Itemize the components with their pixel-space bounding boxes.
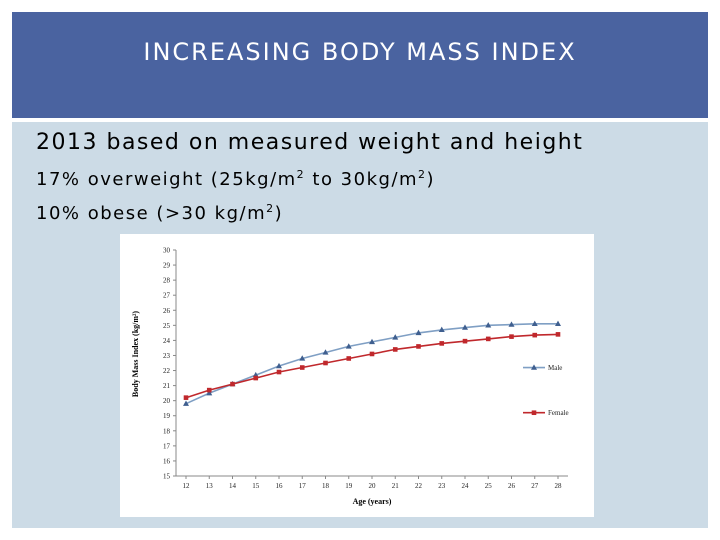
y-tick-label: 22: [163, 367, 171, 375]
y-tick-label: 29: [163, 262, 171, 270]
male-data-point: [322, 349, 329, 355]
x-tick-label: 16: [276, 482, 284, 490]
bullet-text: ): [426, 169, 436, 190]
male-data-point: [206, 389, 213, 396]
x-tick-label: 19: [345, 482, 353, 490]
female-data-point: [369, 351, 375, 357]
y-tick-label: 18: [163, 427, 171, 435]
x-tick-label: 25: [485, 482, 493, 490]
male-data-point: [183, 400, 189, 406]
x-tick-label: 12: [183, 482, 191, 490]
series-line-male: [185, 323, 558, 405]
x-tick-label: 13: [206, 482, 214, 490]
bullet-prefix: 10%: [36, 203, 81, 224]
y-tick-label: 25: [163, 322, 171, 330]
male-data-point: [485, 322, 492, 328]
female-data-point: [555, 332, 561, 337]
female-data-point: [253, 375, 259, 381]
male-data-point: [462, 324, 468, 330]
bmi-chart: 15 16 17 18 19 20 21 22 23 24 25 26 27 28 29 30 12 13 14 1…: [120, 234, 594, 517]
female-data-point: [183, 395, 189, 400]
female-data-point: [276, 369, 282, 375]
female-data-point: [299, 365, 305, 370]
male-data-point: [555, 320, 561, 327]
female-data-point: [323, 360, 328, 366]
superscript: 2: [296, 168, 306, 181]
male-data-point: [345, 343, 352, 349]
male-data-point: [438, 326, 445, 333]
x-tick-label: 15: [252, 482, 260, 490]
female-data-point: [230, 381, 235, 387]
bullet-prefix: 17%: [36, 169, 81, 190]
male-data-point: [531, 320, 538, 327]
y-tick-label: 20: [163, 397, 171, 405]
male-data-point: [508, 321, 515, 327]
y-tick-label: 15: [163, 473, 171, 481]
superscript: 2: [418, 168, 427, 181]
legend-label-male: Male: [548, 364, 562, 372]
y-tick-label: 16: [163, 457, 171, 465]
y-tick-label: 17: [163, 442, 171, 450]
male-data-point: [276, 362, 282, 369]
chart-svg: 15 16 17 18 19 20 21 22 23 24 25 26 27 28 29 30 12 13 14 1…: [131, 247, 569, 507]
y-tick-label: 19: [163, 412, 171, 420]
slide-subtitle: 2013 based on measured weight and height: [36, 130, 584, 155]
x-tick-label: 24: [462, 482, 470, 490]
bullet-text: to 30kg/m: [305, 169, 419, 190]
legend-label-female: Female: [548, 409, 569, 417]
y-tick-label: 28: [163, 277, 171, 285]
x-tick-label: 28: [555, 482, 563, 490]
x-tick-label: 21: [392, 482, 400, 490]
female-data-point: [439, 341, 445, 346]
female-data-point: [485, 336, 491, 342]
slide-title: INCREASING BODY MASS INDEX: [143, 38, 577, 66]
legend-marker: [531, 410, 537, 416]
y-tick-label: 27: [163, 292, 171, 300]
x-tick-label: 18: [322, 482, 330, 490]
bullet-text: ): [274, 203, 284, 224]
female-data-point: [416, 344, 421, 349]
y-axis-label: Body Mass Index (kg/m²): [131, 311, 140, 398]
male-data-point: [392, 334, 399, 340]
y-tick-label: 21: [163, 382, 171, 390]
y-tick-label: 30: [163, 247, 171, 255]
female-data-point: [346, 356, 352, 361]
x-tick-label: 14: [229, 482, 237, 490]
content-area: 2013 based on measured weight and height…: [12, 122, 708, 528]
female-data-point: [392, 347, 398, 352]
title-bar: INCREASING BODY MASS INDEX: [12, 12, 708, 118]
x-tick-label: 26: [508, 482, 516, 490]
male-data-point: [369, 338, 375, 345]
bullet-text: overweight (25kg/m: [80, 169, 297, 190]
x-axis-label: Age (years): [353, 497, 392, 506]
female-data-point: [462, 338, 468, 344]
male-data-point: [415, 329, 422, 336]
male-data-point: [299, 355, 306, 361]
superscript: 2: [266, 202, 275, 215]
x-tick-label: 27: [531, 482, 539, 490]
y-tick-label: 23: [163, 352, 171, 360]
female-data-point: [532, 332, 538, 338]
bullet-overweight: 17% overweight (25kg/m2 to 30kg/m2): [36, 168, 435, 190]
legend-marker: [531, 364, 537, 370]
female-data-point: [206, 387, 212, 393]
x-tick-label: 20: [369, 482, 377, 490]
x-tick-label: 17: [299, 482, 307, 490]
y-tick-label: 24: [163, 337, 171, 345]
bullet-text: obese (>30 kg/m: [80, 203, 267, 224]
x-tick-label: 23: [438, 482, 446, 490]
bullet-obese: 10% obese (>30 kg/m2): [36, 202, 283, 224]
x-tick-label: 22: [415, 482, 423, 490]
y-tick-label: 26: [163, 307, 171, 315]
female-data-point: [509, 334, 514, 339]
